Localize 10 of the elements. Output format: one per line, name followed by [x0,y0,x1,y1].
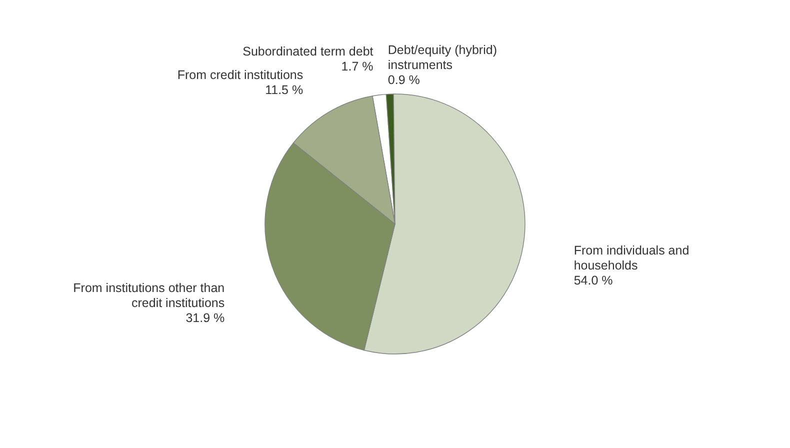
data-label: 54.0 % [574,274,613,288]
slice-label: Subordinated term debt [242,44,374,58]
slice-label: Debt/equity (hybrid) instruments [388,43,497,72]
slice-label: From credit institutions [177,68,304,82]
slice-label: From institutions other than credit institutions [73,281,225,310]
data-label: 11.5 % [265,83,304,98]
data-label: 1.7 % [341,59,374,74]
data-label: 0.9 % [388,73,420,88]
data-label: 31.9 % [186,311,225,326]
slice-label: From individuals and households [574,244,690,273]
